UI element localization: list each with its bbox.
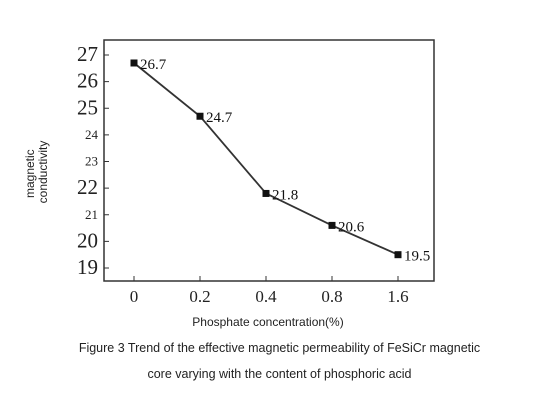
plot-frame [103,39,435,282]
data-point-marker [394,251,402,259]
y-tick-label: 22 [77,175,98,199]
data-label: 20.6 [338,219,365,235]
y-axis-label: magnetic conductivity [23,141,50,204]
data-point-marker [130,59,138,67]
y-tick-label: 19 [77,255,98,279]
data-labels: 26.7 24.7 21.8 20.6 19.5 [140,57,430,265]
data-point-marker [196,112,204,120]
y-tick-label: 25 [77,95,98,119]
series-line [130,59,402,259]
data-label: 24.7 [206,110,233,126]
y-tick-label: 27 [77,42,98,66]
x-tick-label: 0.4 [255,287,277,306]
x-tick-label: 0 [130,287,139,306]
y-tick-label: 21 [85,207,98,222]
y-axis-label-line2: conductivity [36,141,50,204]
data-point-marker [328,221,336,229]
x-tick-label: 0.2 [189,287,210,306]
y-tick-label: 20 [77,228,98,252]
data-label: 19.5 [404,249,430,265]
data-label: 21.8 [272,187,298,203]
data-point-marker [262,189,270,197]
x-tick-label: 1.6 [387,287,408,306]
y-tick-label: 24 [85,127,99,142]
y-axis-label-line1: magnetic [23,149,37,198]
figure-caption-line2: core varying with the content of phospho… [147,367,412,381]
y-tick-label: 26 [77,69,98,93]
figure-caption-line1: Figure 3 Trend of the effective magnetic… [78,341,481,355]
data-label: 26.7 [140,57,167,73]
x-axis: 0 0.2 0.4 0.8 1.6 [130,276,409,306]
y-tick-label: 23 [85,154,98,169]
x-tick-label: 0.8 [321,287,342,306]
x-axis-label: Phosphate concentration(%) [192,315,343,329]
